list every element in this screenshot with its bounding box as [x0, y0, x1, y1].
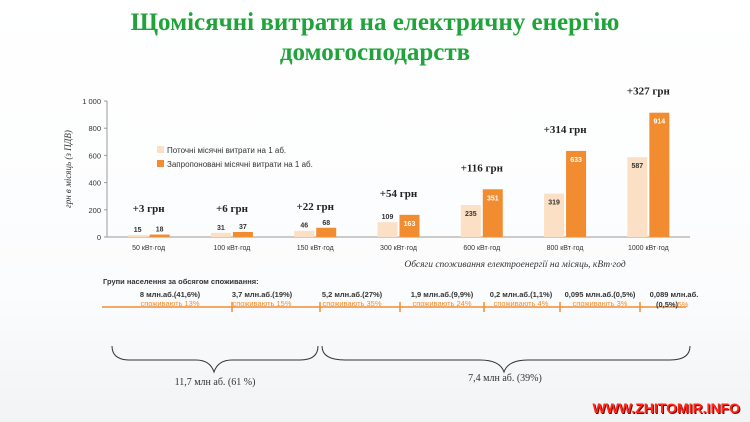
group-note: споживають 15% — [232, 299, 291, 308]
site-watermark: WWW.ZHITOMIR.INFO — [592, 400, 741, 416]
right-brace — [321, 345, 691, 374]
bar-proposed — [316, 227, 337, 237]
bar-current — [127, 234, 148, 237]
group-count: 0,095 млн.аб.(0,5%) — [565, 290, 636, 299]
legend-swatch-proposed — [157, 160, 164, 167]
data-label-current: 235 — [465, 211, 477, 218]
x-tick-labels: 50 кВт·год 100 кВт·год 150 кВт·год 300 кВт·… — [132, 245, 669, 252]
x-tick-label: 150 кВт·год — [297, 245, 334, 252]
increase-annotation: +3 грн — [133, 203, 166, 215]
group-note: споживають 13% — [140, 299, 199, 308]
x-tick-label: 600 кВт·год — [463, 245, 500, 252]
chart-legend: Поточні місячні витрати на 1 аб. Запропо… — [157, 146, 313, 169]
legend-label-proposed: Запропоновані місячні витрати на 1 аб. — [167, 160, 313, 169]
x-tick-label: 800 кВт·год — [547, 245, 584, 252]
group-note: споживають 3% — [573, 299, 628, 308]
data-label-proposed: 37 — [239, 224, 247, 231]
bar-proposed — [566, 150, 587, 237]
group-note: споживають 24% — [412, 299, 471, 308]
bar-proposed — [232, 231, 253, 237]
group-count: 0,2 млн.аб.(1,1%) — [490, 290, 553, 299]
bar-current — [377, 222, 398, 237]
increase-annotation: +54 грн — [380, 188, 418, 200]
data-label-proposed: 633 — [570, 157, 582, 164]
left-brace-label: 11,7 млн аб. (61 %) — [175, 377, 256, 388]
y-axis-label: грн в місяць (з ПДВ) — [63, 130, 73, 208]
group-note-7: 5% — [678, 300, 689, 309]
data-label-current: 319 — [548, 200, 560, 207]
bar-proposed — [399, 214, 420, 237]
increase-annotation: +6 грн — [216, 203, 249, 215]
y-tick-label: 800 — [88, 124, 101, 133]
slide-title-line-2: домогосподарств — [279, 39, 471, 66]
y-tick-labels: 0 200 400 600 800 1 000 — [82, 97, 107, 242]
bar-proposed — [149, 234, 170, 237]
data-label-proposed: 351 — [487, 195, 499, 202]
groups-dividers — [231, 302, 641, 312]
y-tick-label: 200 — [88, 206, 101, 215]
group-count-7-pct: (0,5%) — [656, 300, 679, 309]
group-note: споживають 4% — [494, 299, 549, 308]
bar-proposed — [649, 112, 670, 237]
group-note: споживають 35% — [322, 299, 381, 308]
data-label-proposed: 163 — [404, 221, 416, 228]
bar-current — [544, 193, 565, 237]
increase-annotation: +22 грн — [296, 201, 334, 213]
x-tick-label: 100 кВт·год — [213, 245, 250, 252]
data-label-current: 46 — [300, 223, 308, 230]
slide-title-line-1: Щомісячні витрати на електричну енергію — [130, 9, 620, 36]
data-label-proposed: 914 — [654, 119, 666, 126]
x-tick-label: 50 кВт·год — [132, 245, 165, 252]
data-label-current: 587 — [632, 163, 644, 170]
bar-current — [460, 205, 481, 237]
bar-current — [294, 230, 315, 237]
increase-annotation: +327 грн — [627, 86, 671, 98]
group-count: 5,2 млн.аб.(27%) — [322, 290, 383, 299]
increase-annotation: +116 грн — [461, 162, 504, 174]
group-count: 8 млн.аб.(41,6%) — [140, 290, 201, 299]
legend-swatch-current — [157, 146, 164, 153]
population-groups: 8 млн.аб.(41,6%)споживають 13% 3,7 млн.аб… — [140, 290, 636, 308]
data-label-proposed: 18 — [156, 227, 164, 234]
groups-heading: Групи населення за обсягом споживання: — [103, 277, 259, 286]
left-brace — [111, 345, 319, 374]
group-count-7: 0,089 млн.аб. — [650, 290, 699, 299]
increase-annotation: +314 грн — [544, 124, 588, 136]
x-tick-label: 300 кВт·год — [380, 245, 417, 252]
data-label-current: 15 — [134, 227, 142, 234]
chart-axes — [106, 101, 690, 238]
chart-annotations: +3 грн +6 грн +22 грн +54 грн +116 грн +314 г… — [133, 86, 671, 215]
y-tick-label: 600 — [88, 151, 101, 160]
legend-label-current: Поточні місячні витрати на 1 аб. — [167, 146, 286, 155]
x-axis-label: Обсяги споживання електроенергії на міся… — [404, 259, 626, 270]
bar-current — [210, 232, 231, 237]
right-brace-label: 7,4 млн аб. (39%) — [468, 373, 542, 384]
data-label-proposed: 68 — [322, 220, 330, 227]
group-count: 1,9 млн.аб.(9,9%) — [411, 290, 474, 299]
group-count: 3,7 млн.аб.(19%) — [232, 290, 293, 299]
bar-current — [627, 157, 648, 237]
data-label-current: 31 — [217, 225, 225, 232]
chart-bars: 15 18 31 37 46 68 109 163 235 351 319 633 587 914 — [127, 112, 670, 237]
bar-proposed — [482, 189, 503, 237]
x-tick-label: 1000 кВт·год — [628, 245, 669, 252]
y-tick-label: 1 000 — [82, 97, 101, 106]
y-tick-label: 400 — [88, 179, 101, 188]
data-label-current: 109 — [382, 214, 394, 221]
y-tick-label: 0 — [97, 233, 101, 242]
